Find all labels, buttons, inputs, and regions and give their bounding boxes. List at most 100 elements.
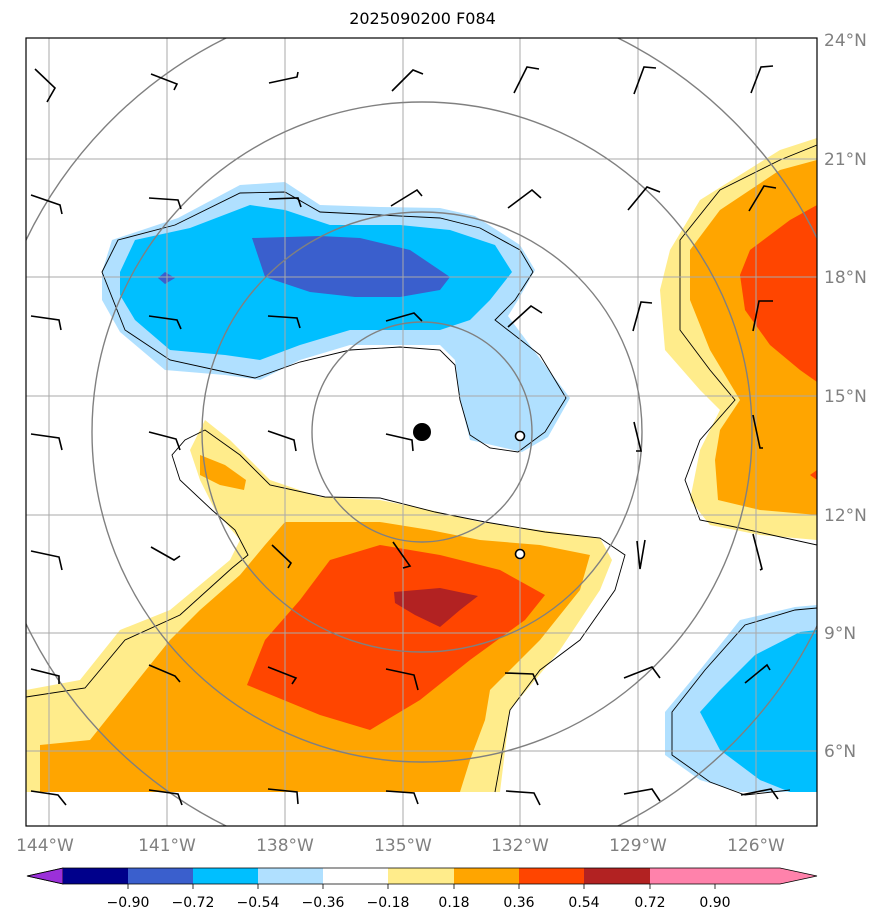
wind-barb: [752, 414, 763, 449]
colorbar-tick-label: −0.90: [107, 895, 150, 911]
colorbar-outline: [26, 867, 818, 885]
wind-barb: [636, 539, 646, 570]
wind-barb: [385, 790, 419, 805]
wind-barb: [505, 790, 541, 806]
wind-barb: [30, 194, 63, 215]
colorbar: −0.90 −0.72 −0.54 −0.36 −0.18 0.18 0.36 …: [26, 867, 818, 911]
colorbar-tick-label: −0.72: [172, 895, 215, 911]
wind-barb: [30, 433, 63, 451]
lat-label: 9°N: [824, 624, 856, 644]
colorbar-segment: [258, 868, 323, 884]
colorbar-segment: [584, 868, 650, 884]
map-plot-area: [26, 38, 817, 826]
wind-barb: [148, 431, 181, 451]
longitude-labels: 144°W 141°W 138°W 135°W 132°W 129°W 126°…: [16, 836, 785, 856]
wind-barb: [627, 186, 661, 211]
wind-barb: [740, 788, 779, 800]
positive-anomaly-high: [247, 545, 545, 730]
track-point-open-circle: [514, 430, 526, 442]
colorbar-ticks: [127, 884, 716, 889]
wind-barb: [267, 666, 298, 685]
wind-barb: [633, 66, 657, 95]
wind-barb: [750, 65, 774, 94]
lon-label: 144°W: [16, 836, 74, 856]
wind-barb: [632, 301, 653, 332]
wind-barb: [385, 433, 414, 452]
colorbar-tick-label: 0.90: [699, 895, 730, 911]
map-title: 2025090200 F084: [349, 9, 496, 28]
colorbar-segment: [454, 868, 519, 884]
wind-barb: [148, 315, 182, 330]
wind-barb: [30, 668, 60, 684]
wind-barb: [507, 188, 542, 209]
colorbar-segment: [193, 868, 258, 884]
lat-label: 12°N: [824, 506, 867, 526]
latitude-labels: 24°N 21°N 18°N 15°N 12°N 9°N 6°N: [824, 31, 867, 762]
wind-barb: [623, 788, 661, 802]
colorbar-segment: [323, 868, 388, 884]
wind-barb: [268, 71, 299, 84]
range-rings: [26, 38, 817, 826]
negative-anomaly-dark: [252, 236, 450, 297]
wind-barb: [267, 315, 301, 329]
east-positive-high: [740, 205, 817, 382]
colorbar-tick-label: −0.36: [302, 895, 345, 911]
wind-barb: [504, 672, 539, 686]
positive-anomaly-west-patch: [200, 455, 246, 490]
wind-barb: [633, 421, 643, 452]
wind-barb: [390, 188, 423, 207]
lat-label: 6°N: [824, 742, 856, 762]
lat-label: 18°N: [824, 268, 867, 288]
range-ring-1: [311, 321, 533, 543]
wind-barb: [385, 668, 419, 691]
contour-line-east: [679, 144, 817, 546]
wind-barb: [30, 790, 67, 806]
lat-label: 21°N: [824, 150, 867, 170]
colorbar-tick-label: −0.54: [237, 895, 280, 911]
lon-label: 132°W: [491, 836, 549, 856]
wind-barb: [30, 315, 62, 331]
wind-barb: [148, 789, 183, 806]
lon-label: 135°W: [374, 836, 432, 856]
wind-barb: [148, 664, 181, 683]
colorbar-tick-label: 0.72: [634, 895, 665, 911]
range-ring-3: [91, 101, 753, 763]
contour-line-southeast: [671, 607, 817, 796]
contour-line-north: [101, 191, 567, 453]
positive-anomaly-max: [394, 588, 478, 627]
contour-lines: [26, 144, 817, 796]
colorbar-segment: [128, 868, 193, 884]
lon-label: 138°W: [256, 836, 314, 856]
colorbar-segment: [388, 868, 454, 884]
wind-barb: [271, 544, 293, 569]
wind-barb: [513, 66, 540, 94]
colorbar-tick-label: −0.18: [367, 895, 410, 911]
colorbar-segment: [519, 868, 584, 884]
wind-barb: [150, 73, 179, 91]
wind-barb: [267, 430, 297, 452]
wind-barb: [744, 663, 771, 684]
map-frame: [25, 37, 818, 827]
colorbar-segment: [63, 868, 128, 884]
wind-barb: [507, 304, 543, 328]
wind-barb: [150, 546, 181, 561]
east-positive-high-spot: [810, 470, 817, 480]
wind-barb: [148, 197, 182, 210]
wind-barb: [392, 541, 412, 569]
wind-barb: [391, 69, 424, 92]
colorbar-segment-max: [715, 868, 780, 884]
colorbar-tick-label: 0.54: [568, 895, 599, 911]
wind-barb: [623, 666, 661, 679]
colorbar-low-extend: [26, 867, 64, 885]
wind-barbs: [30, 65, 779, 806]
colorbar-tick-label: 0.18: [438, 895, 469, 911]
lon-label: 126°W: [727, 836, 785, 856]
storm-center-dot: [413, 423, 431, 441]
colorbar-tick-label: 0.36: [503, 895, 534, 911]
lon-label: 141°W: [138, 836, 196, 856]
lon-label: 129°W: [609, 836, 667, 856]
wind-barb: [752, 300, 773, 332]
wind-barb: [268, 197, 302, 208]
range-ring-2: [201, 211, 643, 653]
